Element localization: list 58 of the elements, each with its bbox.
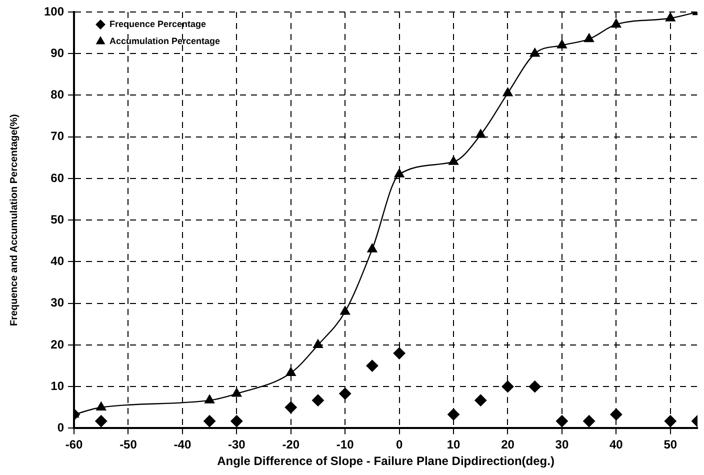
x-tick-label: -60 [65,438,84,452]
point [584,33,594,42]
point [665,12,676,22]
x-tick-label: -10 [336,438,354,452]
point [204,394,214,404]
x-tick-label: 50 [664,438,678,452]
point [530,48,540,57]
y-tick-label: 10 [50,378,64,393]
point [528,380,541,393]
y-tick-label: 80 [50,88,64,102]
x-tick-label: 30 [555,438,569,452]
point [286,367,296,376]
y-tick-label: 90 [50,46,64,60]
y-tick-label: 60 [50,170,64,185]
point [313,339,323,348]
x-tick-label: 10 [446,438,461,452]
legend-label: Accumulation Percentage [110,36,220,46]
point [230,415,243,428]
point [556,415,568,428]
point [610,408,622,420]
x-tick-label: -40 [174,438,192,452]
point [557,40,567,48]
point [448,156,458,165]
x-tick-label: -30 [228,438,246,452]
x-tick-label: -20 [282,438,300,452]
point [366,360,378,372]
point [340,306,350,315]
y-tick-label: 100 [44,4,64,18]
point [312,394,324,406]
y-axis-title: Frequence and Accumulation Percentage(%) [8,114,20,326]
point [476,129,486,138]
x-tick-label: 0 [396,438,403,452]
point [367,244,378,252]
point [284,401,297,414]
point [502,88,513,96]
point [339,388,352,400]
y-tick-label: 0 [57,420,64,435]
point [502,380,514,393]
y-tick-label: 30 [50,296,64,310]
point [96,402,106,410]
point [583,415,596,428]
x-tick-label: 40 [609,438,624,452]
x-tick-label: -50 [120,438,138,452]
y-tick-label: 20 [50,337,64,352]
point [393,347,406,360]
point [664,415,676,428]
point [448,408,460,420]
point [394,168,404,178]
x-axis-title: Angle Difference of Slope - Failure Plane Dipdirection(deg.) [217,454,554,468]
y-tick-label: 40 [50,254,64,268]
point [611,18,622,28]
point [474,394,487,406]
point [232,388,242,397]
y-tick-label: 50 [50,212,64,226]
y-tick-label: 70 [50,129,64,144]
x-tick-label: 20 [501,438,515,452]
point [95,415,108,428]
point [204,415,216,428]
